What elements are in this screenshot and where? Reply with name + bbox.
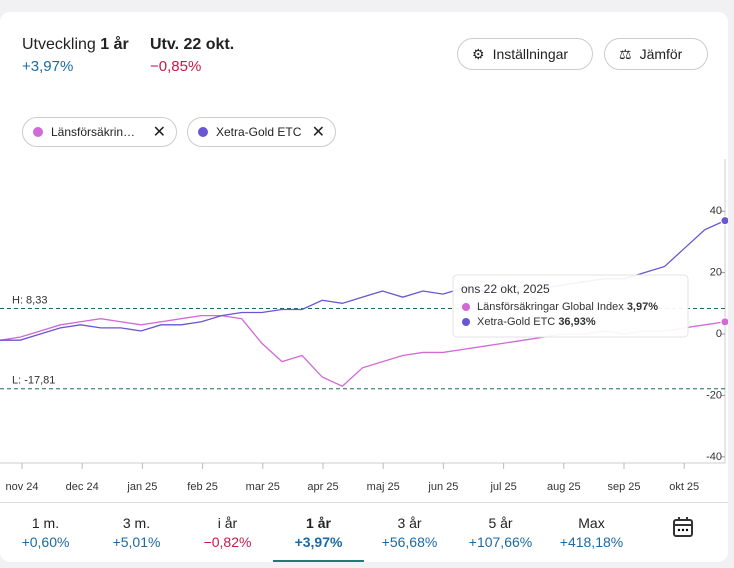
period-tab[interactable]: 1 m. +0,60% xyxy=(0,503,91,562)
value: −0,85% xyxy=(150,58,202,75)
y-tick-label: 0 xyxy=(716,328,722,340)
tooltip-date: ons 22 okt, 2025 xyxy=(461,282,550,296)
period-tab[interactable]: 1 år +3,97% xyxy=(273,503,364,562)
reference-label: H: 8,33 xyxy=(12,294,47,306)
chart: 40 20 0 -20 -40 nov 24 dec 24 jan 25 feb 25 mar 2… xyxy=(0,159,728,493)
label: 5 år xyxy=(488,515,513,531)
label: 1 år xyxy=(306,515,331,531)
label: Inställningar xyxy=(492,46,569,62)
period-tab[interactable]: i år −0,82% xyxy=(182,503,273,562)
period: 1 år xyxy=(100,36,129,53)
label: Xetra-Gold ETC xyxy=(216,125,302,139)
value: +3,97% xyxy=(294,534,343,550)
calendar-icon xyxy=(672,517,693,537)
reference-label: L: -17,81 xyxy=(12,375,55,387)
performance: Utveckling 1 år +3,97% xyxy=(22,36,129,75)
period-tabs: 1 m. +0,60% 3 m. +5,01% i år −0,82% 1 år +3,97%… xyxy=(0,502,728,562)
value: +418,18% xyxy=(559,534,624,550)
label: Utv. 22 okt. xyxy=(150,36,235,53)
label: Jämför xyxy=(639,46,683,62)
gear-icon: ⚙ xyxy=(472,45,485,62)
x-tick-label: apr 25 xyxy=(307,481,338,493)
x-tick-label: jan 25 xyxy=(126,481,157,493)
close[interactable]: ✕ xyxy=(152,124,166,141)
label: Länsförsäkrin… xyxy=(51,125,136,139)
calendar-button[interactable] xyxy=(637,503,728,562)
tooltip-dot xyxy=(462,318,470,326)
tooltip-value: 3,97% xyxy=(627,301,658,313)
chip[interactable]: Xetra-Gold ETC ✕ xyxy=(187,117,336,147)
x-tick-label: jul 25 xyxy=(489,481,516,493)
label: 1 m. xyxy=(31,515,60,531)
series-name: Länsförsäkringar Global Index xyxy=(477,301,624,313)
x-tick-label: aug 25 xyxy=(547,481,581,493)
period-tab[interactable]: 3 m. +5,01% xyxy=(91,503,182,562)
end-point xyxy=(720,216,728,226)
y-tick-label: -40 xyxy=(706,451,722,463)
settings-button[interactable]: ⚙ Inställningar xyxy=(457,38,593,70)
y-tick-label: 40 xyxy=(710,205,722,217)
value: +107,66% xyxy=(468,534,533,550)
tooltip-value: 36,93% xyxy=(558,316,596,328)
end-point xyxy=(720,317,728,327)
close[interactable]: ✕ xyxy=(311,124,325,141)
x-tick-label: nov 24 xyxy=(5,481,38,493)
y-tick-label: 20 xyxy=(710,267,722,279)
compare-button[interactable]: ⚖ Jämför xyxy=(604,38,708,70)
value: +56,68% xyxy=(381,534,438,550)
value: +3,97% xyxy=(22,58,74,75)
period-tab[interactable]: 5 år +107,66% xyxy=(455,503,546,562)
label: 3 år xyxy=(397,515,422,531)
tooltip-row: Länsförsäkringar Global Index 3,97% xyxy=(477,301,658,313)
chip[interactable]: Länsförsäkrin… ✕ xyxy=(22,117,177,147)
x-tick-label: mar 25 xyxy=(246,481,280,493)
card: Utveckling 1 år +3,97% Utv. 22 okt. −0,85%… xyxy=(0,12,728,562)
x-tick-label: okt 25 xyxy=(669,481,699,493)
dot xyxy=(198,127,208,137)
label: Utveckling xyxy=(22,36,96,53)
label: 3 m. xyxy=(122,515,151,531)
period-tab[interactable]: Max +418,18% xyxy=(546,503,637,562)
value: +0,60% xyxy=(21,534,70,550)
tooltip-row: Xetra-Gold ETC 36,93% xyxy=(477,316,596,328)
tooltip: ons 22 okt, 2025 Länsförsäkringar Global … xyxy=(452,274,689,338)
value: +5,01% xyxy=(112,534,161,550)
x-tick-label: feb 25 xyxy=(187,481,218,493)
x-tick-label: maj 25 xyxy=(367,481,400,493)
day-change: Utv. 22 okt. −0,85% xyxy=(150,36,234,75)
label: Max xyxy=(578,515,605,531)
scale-icon: ⚖ xyxy=(619,45,632,62)
label: i år xyxy=(217,515,238,531)
tooltip-box xyxy=(452,274,689,338)
x-tick-label: jun 25 xyxy=(427,481,458,493)
tooltip-dot xyxy=(462,303,470,311)
dot xyxy=(33,127,43,137)
x-tick-label: sep 25 xyxy=(607,481,640,493)
value: −0,82% xyxy=(203,534,252,550)
y-tick-label: -20 xyxy=(706,389,722,401)
period-tab[interactable]: 3 år +56,68% xyxy=(364,503,455,562)
x-tick-label: dec 24 xyxy=(66,481,99,493)
series-name: Xetra-Gold ETC xyxy=(477,316,555,328)
